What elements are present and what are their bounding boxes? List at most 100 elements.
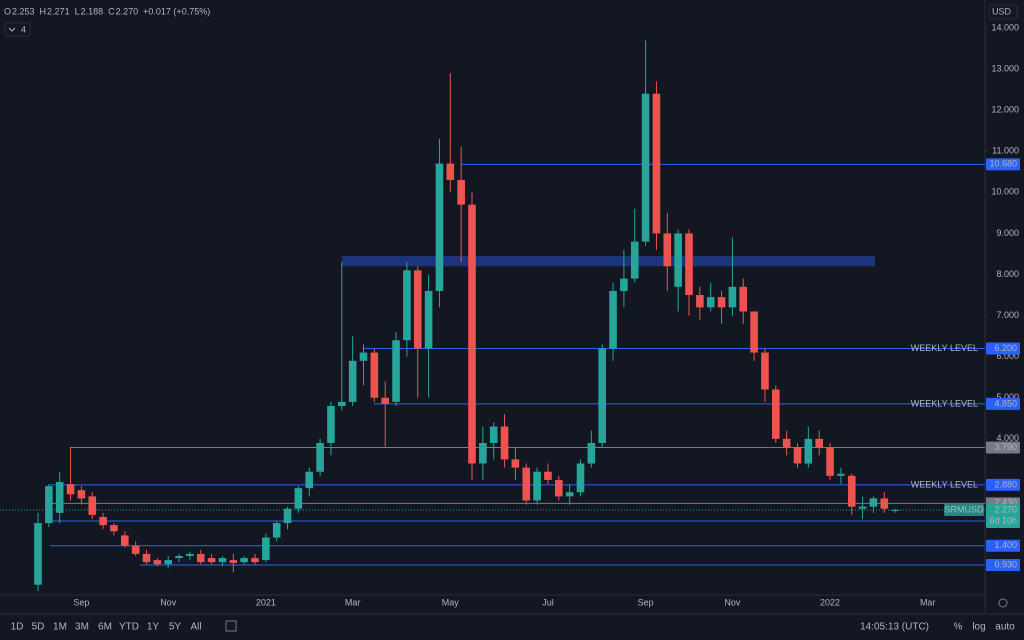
- ohlc-key: C: [108, 6, 115, 16]
- level-label: 2.880: [994, 479, 1017, 489]
- candle-body: [880, 498, 889, 509]
- candle-body: [424, 290, 433, 349]
- candle-body: [121, 535, 129, 546]
- range-button[interactable]: All: [190, 622, 201, 633]
- candle-body: [761, 352, 769, 390]
- ohlc-value: 2.253: [12, 6, 35, 16]
- level-badge: [986, 441, 1020, 454]
- candle-body: [392, 340, 400, 402]
- candle-body: [544, 471, 552, 480]
- candle-body: [869, 498, 878, 507]
- candle-body: [717, 297, 726, 308]
- candle-body: [837, 473, 845, 476]
- y-tick-label: 8.000: [996, 269, 1019, 279]
- candle-body: [370, 352, 379, 398]
- level-badge: [986, 539, 1020, 552]
- candle-body: [847, 475, 856, 507]
- candle-body: [34, 523, 42, 585]
- x-tick-label: Sep: [638, 597, 654, 607]
- clock: 14:05:13 (UTC): [860, 622, 929, 633]
- x-tick-label: Mar: [920, 597, 936, 607]
- candle-body: [685, 233, 693, 296]
- range-button[interactable]: 6M: [98, 622, 112, 633]
- x-tick-label: Mar: [345, 597, 361, 607]
- candle-body: [88, 496, 97, 515]
- candle-body: [55, 481, 64, 513]
- level-label: 0.930: [994, 559, 1017, 569]
- candle-body: [457, 179, 465, 205]
- candle-body: [652, 93, 661, 234]
- ohlc-key: L: [75, 6, 80, 16]
- candle-body: [207, 558, 216, 563]
- y-tick-label: 9.000: [996, 228, 1019, 238]
- candle-body: [587, 442, 596, 464]
- candle-body: [110, 525, 118, 532]
- ohlc-value: 2.188: [81, 6, 104, 16]
- level-label: 2.430: [994, 498, 1017, 508]
- x-tick-label: Nov: [724, 597, 741, 607]
- y-tick-label: 12.000: [991, 104, 1019, 114]
- indicators-count[interactable]: 4: [21, 24, 26, 34]
- currency[interactable]: USD: [992, 6, 1012, 16]
- candle-body: [77, 490, 86, 499]
- candle-body: [262, 537, 270, 561]
- candle-body: [609, 290, 617, 349]
- candle-body: [489, 426, 498, 443]
- currency-box[interactable]: [988, 4, 1018, 20]
- candle-body: [164, 560, 172, 565]
- candle-body: [815, 438, 823, 448]
- date-range-icon[interactable]: [225, 620, 237, 632]
- candle-body: [403, 270, 411, 341]
- candle-body: [772, 389, 780, 439]
- candle-body: [327, 405, 335, 443]
- range-button[interactable]: 1D: [11, 622, 24, 633]
- symbol: SRMUSD: [944, 504, 984, 514]
- candle-body: [240, 558, 248, 563]
- candle-body: [305, 471, 314, 489]
- range-button[interactable]: 5Y: [169, 622, 182, 633]
- ohlc-value: 2.271: [47, 6, 70, 16]
- scale-option[interactable]: auto: [995, 622, 1015, 633]
- level-label: 10.680: [989, 159, 1017, 169]
- candle-body: [620, 278, 628, 291]
- level-note: WEEKLY LEVEL: [911, 398, 978, 408]
- level-badge: [986, 478, 1020, 491]
- settings-icon[interactable]: [998, 598, 1008, 608]
- candle-body: [858, 506, 867, 509]
- range-button[interactable]: 1Y: [147, 622, 160, 633]
- level-badge: [986, 158, 1020, 171]
- symbol-badge: [944, 503, 984, 516]
- candle-body: [218, 558, 227, 563]
- level-label: 4.850: [994, 398, 1017, 408]
- level-badge: [986, 342, 1020, 355]
- candle-body: [446, 163, 455, 180]
- range-button[interactable]: 1M: [53, 622, 67, 633]
- ohlc-key: H: [40, 6, 47, 16]
- candle-body: [793, 447, 802, 464]
- candle-body: [359, 352, 368, 361]
- y-tick-label: 14.000: [991, 22, 1019, 32]
- candle-body: [706, 297, 715, 308]
- candle-body: [196, 553, 205, 563]
- candle-body: [728, 286, 737, 308]
- candle-body: [565, 492, 574, 497]
- x-tick-label: 2022: [820, 597, 840, 607]
- candle-body: [576, 463, 585, 493]
- scale-option[interactable]: %: [954, 622, 963, 633]
- range-button[interactable]: YTD: [119, 622, 139, 633]
- candle-body: [186, 553, 194, 556]
- y-tick-label: 10.000: [991, 187, 1019, 197]
- scale-option[interactable]: log: [972, 622, 985, 633]
- candle-body: [251, 558, 259, 563]
- ohlc-change: +0.017 (+0.75%): [143, 6, 210, 16]
- x-tick-label: Nov: [160, 597, 177, 607]
- indicators-box[interactable]: [4, 22, 31, 37]
- level-badge: [986, 559, 1020, 572]
- candle-body: [641, 93, 650, 242]
- range-button[interactable]: 5D: [32, 622, 45, 633]
- y-tick-label: 4.000: [996, 433, 1019, 443]
- level-note: WEEKLY LEVEL: [911, 479, 978, 489]
- candle-body: [479, 442, 487, 464]
- range-button[interactable]: 3M: [75, 622, 89, 633]
